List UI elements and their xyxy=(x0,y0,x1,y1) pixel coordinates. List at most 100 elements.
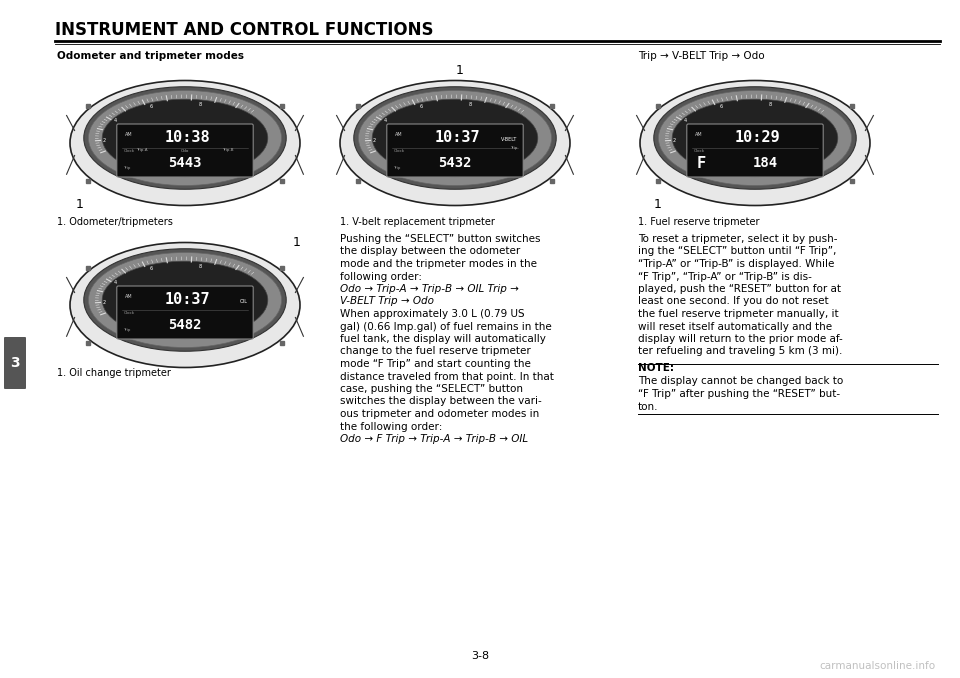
FancyBboxPatch shape xyxy=(686,124,823,177)
Text: Odo: Odo xyxy=(180,148,189,153)
Text: 4: 4 xyxy=(384,119,387,123)
Text: AM: AM xyxy=(126,132,132,136)
Text: 6: 6 xyxy=(720,104,723,109)
Text: Trip-A: Trip-A xyxy=(136,148,148,153)
Text: Odo → Trip-A → Trip-B → OIL Trip →: Odo → Trip-A → Trip-B → OIL Trip → xyxy=(340,284,518,294)
Text: ing the “SELECT” button until “F Trip”,: ing the “SELECT” button until “F Trip”, xyxy=(638,247,836,256)
Text: Pushing the “SELECT” button switches: Pushing the “SELECT” button switches xyxy=(340,234,540,244)
Text: 10:38: 10:38 xyxy=(164,130,210,145)
Ellipse shape xyxy=(102,261,268,339)
Text: 1: 1 xyxy=(654,199,662,212)
Text: “Trip-A” or “Trip-B” is displayed. While: “Trip-A” or “Trip-B” is displayed. While xyxy=(638,259,834,269)
Text: V-BELT: V-BELT xyxy=(501,137,517,142)
Text: “F Trip”, “Trip-A” or “Trip-B” is dis-: “F Trip”, “Trip-A” or “Trip-B” is dis- xyxy=(638,271,812,281)
Text: Odo → F Trip → Trip-A → Trip-B → OIL: Odo → F Trip → Trip-A → Trip-B → OIL xyxy=(340,434,528,444)
Text: NOTE:: NOTE: xyxy=(638,363,674,373)
Text: Clock: Clock xyxy=(693,150,705,153)
Text: 1. Fuel reserve tripmeter: 1. Fuel reserve tripmeter xyxy=(638,217,759,227)
Text: carmanualsonline.info: carmanualsonline.info xyxy=(819,661,935,671)
Text: The display cannot be changed back to: The display cannot be changed back to xyxy=(638,376,843,386)
Text: AM: AM xyxy=(126,294,132,298)
Text: 4: 4 xyxy=(684,119,686,123)
Text: 5443: 5443 xyxy=(168,156,202,170)
Text: INSTRUMENT AND CONTROL FUNCTIONS: INSTRUMENT AND CONTROL FUNCTIONS xyxy=(55,21,434,39)
Ellipse shape xyxy=(635,77,876,209)
Text: ter refueling and traveling 5 km (3 mi).: ter refueling and traveling 5 km (3 mi). xyxy=(638,346,842,357)
Text: 2: 2 xyxy=(103,300,107,306)
Text: following order:: following order: xyxy=(340,271,422,281)
Text: F: F xyxy=(696,155,706,170)
Text: 6: 6 xyxy=(150,266,153,271)
Text: fuel tank, the display will automatically: fuel tank, the display will automaticall… xyxy=(340,334,546,344)
Text: 8: 8 xyxy=(199,102,202,107)
Text: Trip → V-BELT Trip → Odo: Trip → V-BELT Trip → Odo xyxy=(638,51,764,61)
Text: change to the fuel reserve tripmeter: change to the fuel reserve tripmeter xyxy=(340,346,531,357)
Text: 1. V-belt replacement tripmeter: 1. V-belt replacement tripmeter xyxy=(340,217,494,227)
Text: played, push the “RESET” button for at: played, push the “RESET” button for at xyxy=(638,284,841,294)
Ellipse shape xyxy=(354,87,556,189)
Text: 10:37: 10:37 xyxy=(164,292,210,307)
Text: 8: 8 xyxy=(199,264,202,269)
Text: least one second. If you do not reset: least one second. If you do not reset xyxy=(638,296,828,306)
Ellipse shape xyxy=(70,243,300,367)
Text: case, pushing the “SELECT” button: case, pushing the “SELECT” button xyxy=(340,384,523,394)
Text: Clock: Clock xyxy=(123,311,134,315)
Text: 1. Oil change tripmeter: 1. Oil change tripmeter xyxy=(57,368,171,378)
FancyBboxPatch shape xyxy=(117,286,253,339)
Text: Trip: Trip xyxy=(123,167,131,170)
Text: 8: 8 xyxy=(768,102,772,107)
Ellipse shape xyxy=(334,77,576,209)
Text: 2: 2 xyxy=(103,138,107,144)
Text: 8: 8 xyxy=(468,102,471,107)
Ellipse shape xyxy=(84,249,286,351)
FancyBboxPatch shape xyxy=(117,124,253,177)
Text: Odometer and tripmeter modes: Odometer and tripmeter modes xyxy=(57,51,244,61)
Text: the display between the odometer: the display between the odometer xyxy=(340,247,520,256)
Text: AM: AM xyxy=(695,132,703,136)
Text: When approximately 3.0 L (0.79 US: When approximately 3.0 L (0.79 US xyxy=(340,309,524,319)
Text: ous tripmeter and odometer modes in: ous tripmeter and odometer modes in xyxy=(340,409,540,419)
Text: mode “F Trip” and start counting the: mode “F Trip” and start counting the xyxy=(340,359,531,369)
Ellipse shape xyxy=(372,99,538,177)
Text: Trip: Trip xyxy=(394,167,400,170)
Text: 4: 4 xyxy=(113,119,117,123)
Text: 3-8: 3-8 xyxy=(471,651,489,661)
Ellipse shape xyxy=(358,90,552,186)
Text: switches the display between the vari-: switches the display between the vari- xyxy=(340,397,541,407)
Text: the following order:: the following order: xyxy=(340,422,443,431)
Text: 10:37: 10:37 xyxy=(434,130,480,145)
Ellipse shape xyxy=(340,81,570,205)
FancyBboxPatch shape xyxy=(387,124,523,177)
Text: 6: 6 xyxy=(150,104,153,109)
Text: V-BELT Trip → Odo: V-BELT Trip → Odo xyxy=(340,296,434,306)
Text: 1: 1 xyxy=(456,64,464,77)
Text: display will return to the prior mode af-: display will return to the prior mode af… xyxy=(638,334,843,344)
Text: 2: 2 xyxy=(673,138,676,144)
Ellipse shape xyxy=(70,81,300,205)
Ellipse shape xyxy=(659,90,852,186)
Text: 1. Odometer/tripmeters: 1. Odometer/tripmeters xyxy=(57,217,173,227)
Text: Trip-B: Trip-B xyxy=(222,148,233,153)
Ellipse shape xyxy=(64,77,305,209)
Text: ton.: ton. xyxy=(638,401,659,412)
Text: 6: 6 xyxy=(420,104,423,109)
Text: 1: 1 xyxy=(293,235,300,249)
Text: 5482: 5482 xyxy=(168,318,202,332)
Ellipse shape xyxy=(88,252,281,348)
Text: 1: 1 xyxy=(76,199,84,212)
Text: AM: AM xyxy=(396,132,403,136)
Text: 5432: 5432 xyxy=(439,156,471,170)
Text: 3: 3 xyxy=(11,356,20,370)
Text: OIL: OIL xyxy=(240,299,248,304)
Text: “F Trip” after pushing the “RESET” but-: “F Trip” after pushing the “RESET” but- xyxy=(638,389,840,399)
Text: 184: 184 xyxy=(753,156,778,170)
Text: the fuel reserve tripmeter manually, it: the fuel reserve tripmeter manually, it xyxy=(638,309,839,319)
Text: mode and the tripmeter modes in the: mode and the tripmeter modes in the xyxy=(340,259,537,269)
Text: Clock: Clock xyxy=(394,150,404,153)
Ellipse shape xyxy=(654,87,856,189)
Ellipse shape xyxy=(102,99,268,177)
Text: Trip: Trip xyxy=(511,146,517,150)
Ellipse shape xyxy=(640,81,870,205)
FancyBboxPatch shape xyxy=(4,337,26,389)
Text: distance traveled from that point. In that: distance traveled from that point. In th… xyxy=(340,372,554,382)
